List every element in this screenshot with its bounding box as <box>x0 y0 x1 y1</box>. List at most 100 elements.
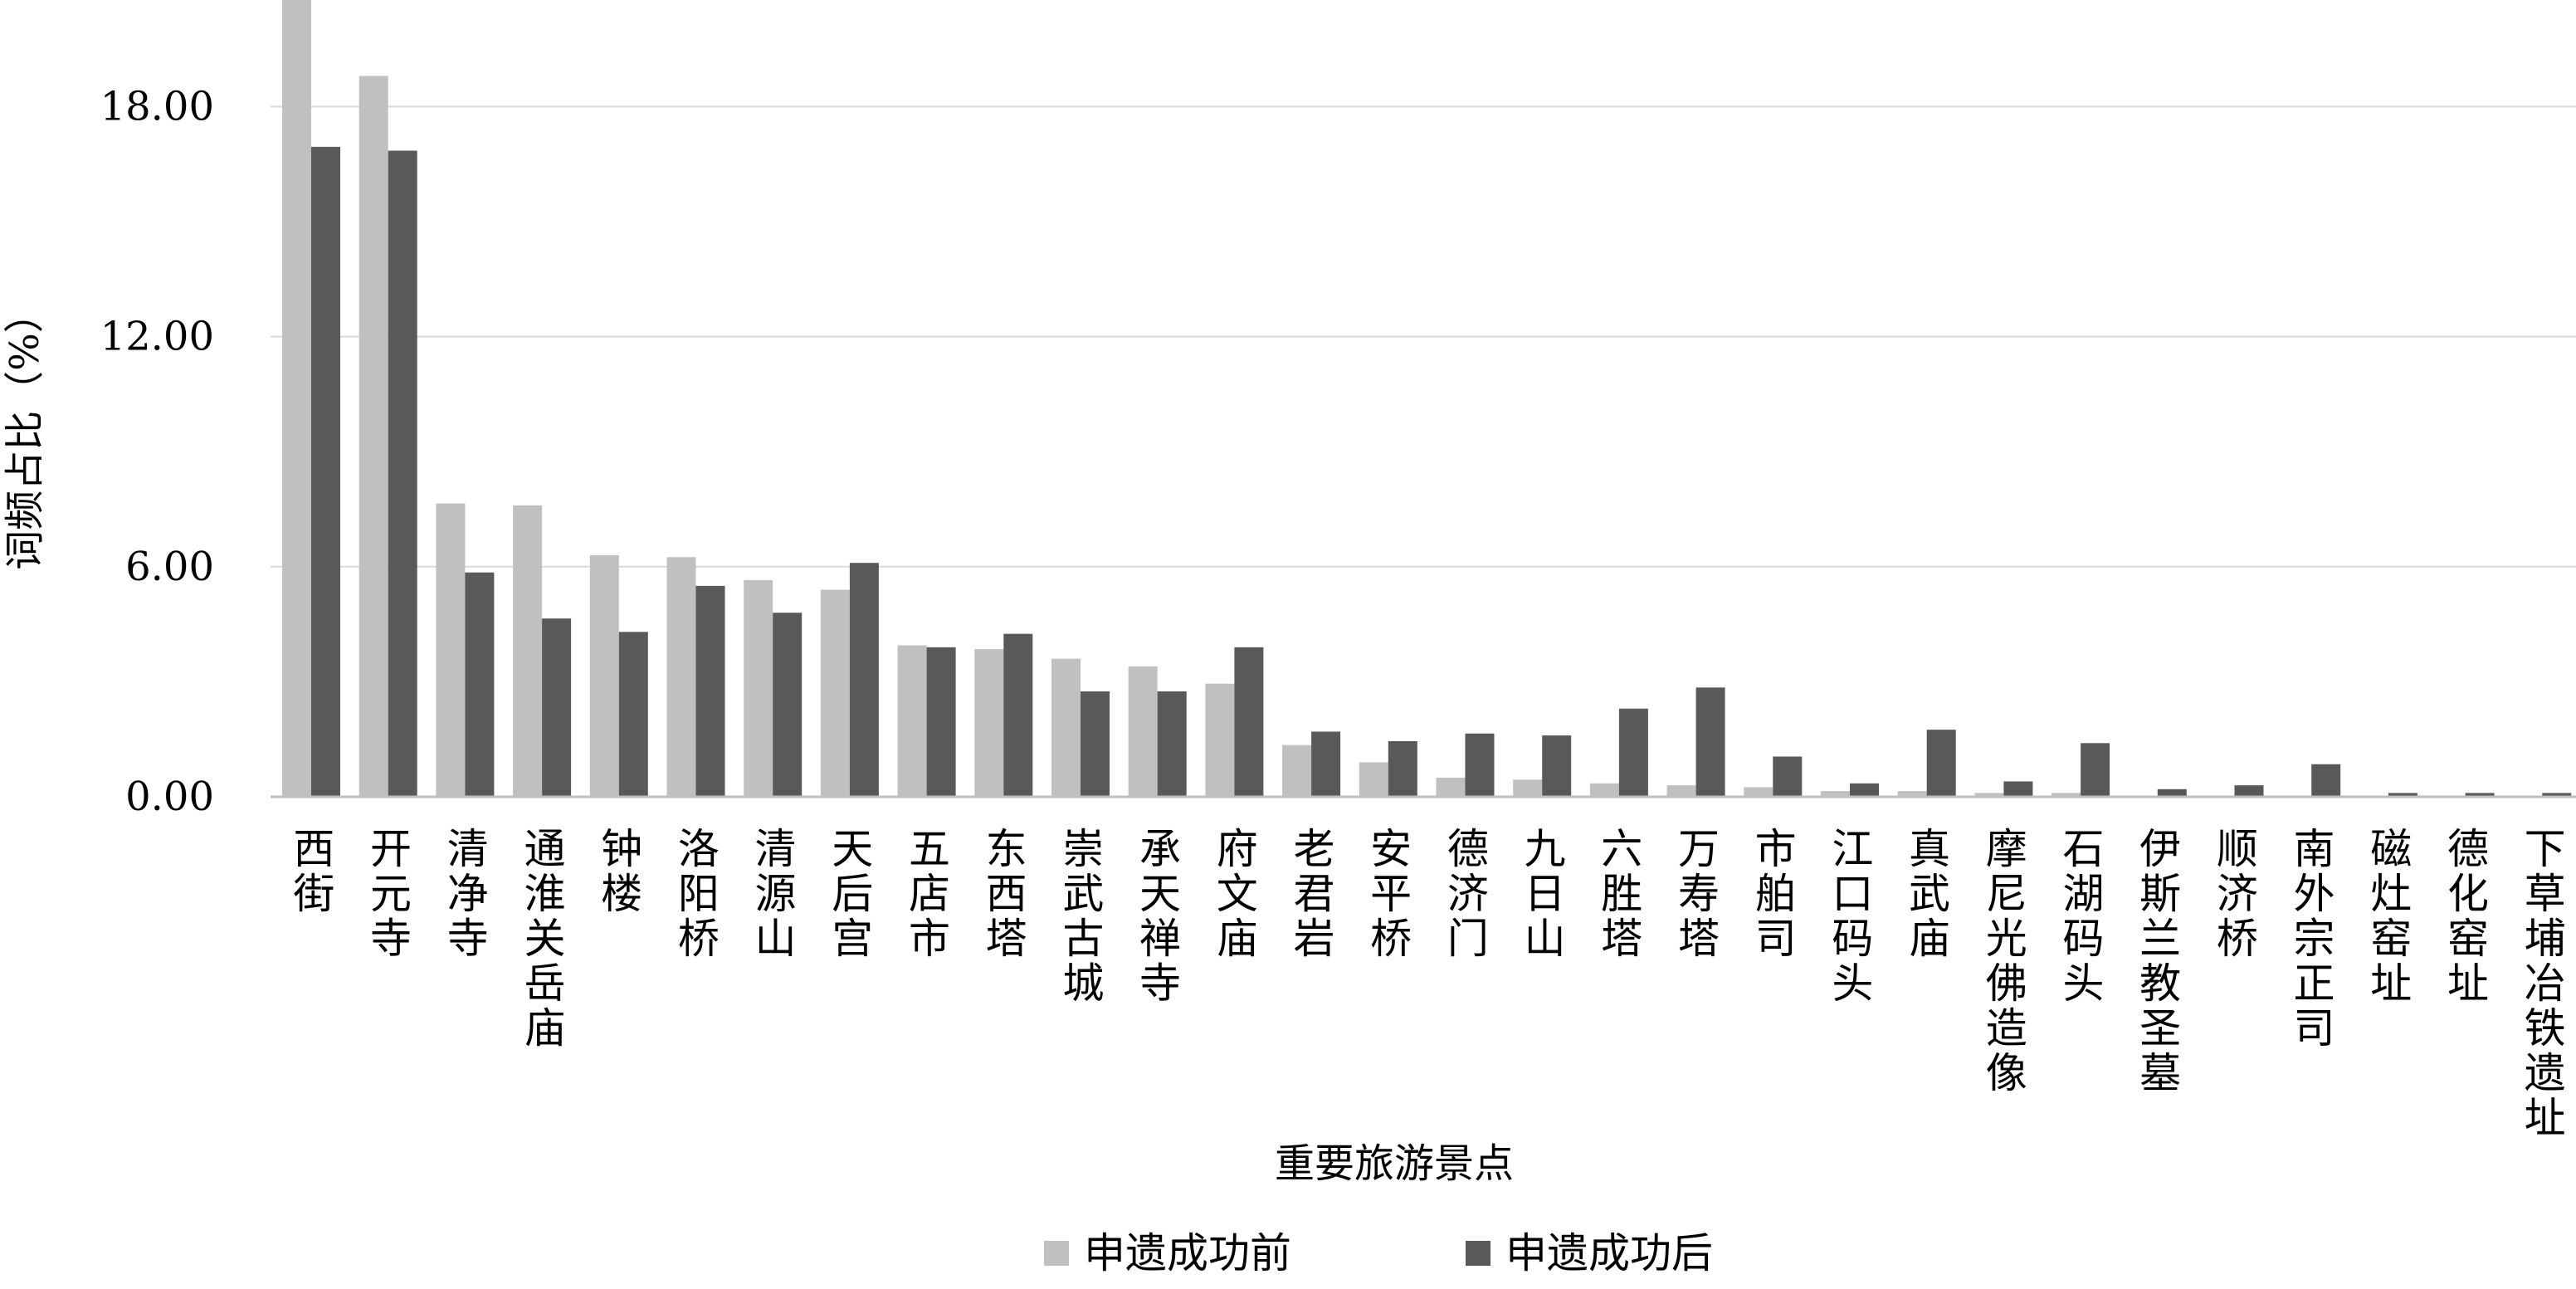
x-tick-label: 清净寺 <box>447 825 489 963</box>
bar-before <box>513 505 543 797</box>
bar-before <box>1589 783 1619 797</box>
bar-after <box>1773 756 1803 797</box>
bar-after <box>2465 793 2495 797</box>
x-tick-label: 南外宗正司 <box>2294 825 2335 1052</box>
x-tick-label: 安平桥 <box>1370 825 1412 963</box>
bar-before <box>1666 785 1696 797</box>
x-tick-label: 府文庙 <box>1217 825 1258 963</box>
gridlines <box>271 105 2576 568</box>
x-tick-label: 德化窑址 <box>2447 825 2489 1008</box>
bar-after <box>773 613 803 797</box>
x-tick-label: 摩尼光佛造像 <box>1986 825 2027 1097</box>
x-tick-label: 顺济桥 <box>2217 825 2258 963</box>
bar-after <box>2311 764 2341 797</box>
y-tick-label: 0.00 <box>125 774 214 820</box>
bar-after <box>1157 691 1187 797</box>
x-tick-label: 西街 <box>293 825 334 918</box>
bar-after <box>1695 687 1725 797</box>
bar-before <box>974 649 1004 797</box>
bar-before <box>1744 787 1773 797</box>
legend: 申遗成功前 申遗成功后 <box>1044 1229 1713 1277</box>
bar-after <box>1618 708 1648 797</box>
bar-before <box>436 503 466 797</box>
bar-before <box>359 76 388 797</box>
bar-after <box>2234 785 2264 797</box>
bar-after <box>926 647 956 797</box>
bar-after <box>1081 691 1110 797</box>
bar-before <box>1359 762 1388 797</box>
bar-before <box>1974 793 2004 797</box>
bar-before <box>1897 791 1927 797</box>
bar-before <box>666 557 696 797</box>
bars <box>282 0 2572 797</box>
legend-label-before: 申遗成功前 <box>1084 1229 1291 1277</box>
bar-after <box>2157 789 2187 797</box>
bar-before <box>897 645 927 797</box>
bar-after <box>2542 793 2572 797</box>
x-tick-label: 天后宫 <box>832 825 873 963</box>
x-tick-label: 六胜塔 <box>1601 825 1642 963</box>
bar-before <box>744 579 773 797</box>
x-tick-label: 磁灶窑址 <box>2370 825 2412 1008</box>
x-tick-label: 通淮关岳庙 <box>524 825 565 1052</box>
bar-after <box>849 563 879 797</box>
bar-after <box>1234 647 1264 797</box>
bar-before <box>282 0 311 797</box>
x-tick-label: 洛阳桥 <box>678 825 720 963</box>
x-tick-label: 真武庙 <box>1909 825 1950 963</box>
x-tick-label: 东西塔 <box>986 825 1027 963</box>
bar-after <box>618 632 648 797</box>
x-tick-label: 江口码头 <box>1832 825 1873 1008</box>
bar-after <box>1465 733 1495 797</box>
bar-before <box>1128 666 1158 797</box>
bar-after <box>1003 633 1033 797</box>
bar-before <box>1205 683 1235 797</box>
legend-swatch-before <box>1044 1241 1069 1266</box>
x-tick-label: 市舶司 <box>1755 825 1797 963</box>
x-tick-label: 九日山 <box>1525 825 1566 963</box>
legend-swatch-after <box>1466 1241 1490 1266</box>
bar-before <box>589 554 619 797</box>
x-tick-label: 伊斯兰教圣墓 <box>2139 825 2181 1097</box>
bar-after <box>311 146 340 797</box>
bar-after <box>1542 735 1572 797</box>
bar-after <box>2081 743 2110 797</box>
bar-before <box>1513 779 1543 797</box>
x-tick-label: 万寿塔 <box>1678 825 1720 963</box>
legend-label-after: 申遗成功后 <box>1505 1229 1713 1277</box>
x-tick-label: 德济门 <box>1447 825 1489 963</box>
bar-after <box>465 572 495 797</box>
x-tick-labels: 西街开元寺清净寺通淮关岳庙钟楼洛阳桥清源山天后宫五店市东西塔崇武古城承天禅寺府文… <box>293 825 2565 1142</box>
bar-before <box>1436 777 1466 797</box>
x-tick-label: 清源山 <box>755 825 797 963</box>
y-tick-label: 6.00 <box>125 544 214 590</box>
x-tick-label: 下草埔冶铁遗址 <box>2525 825 2566 1142</box>
bar-before <box>1051 658 1081 797</box>
x-tick-label: 钟楼 <box>601 825 642 918</box>
x-tick-label: 崇武古城 <box>1062 825 1104 1008</box>
bar-after <box>542 618 572 797</box>
y-axis-label: 词频占比（%） <box>2 293 48 570</box>
bar-before <box>1282 745 1312 797</box>
bar-after <box>388 150 417 797</box>
bar-after <box>1926 730 1956 797</box>
bar-after <box>1311 731 1341 797</box>
x-tick-label: 石湖码头 <box>2062 825 2104 1008</box>
x-tick-label: 五店市 <box>909 825 950 963</box>
x-axis-label: 重要旅游景点 <box>1275 1140 1514 1187</box>
bar-before <box>820 589 850 797</box>
bar-after <box>1388 741 1417 797</box>
bar-after <box>695 585 725 797</box>
bar-after <box>2003 781 2033 797</box>
bar-before <box>2052 793 2081 797</box>
x-tick-label: 承天禅寺 <box>1139 825 1181 1008</box>
y-tick-label: 18.00 <box>100 83 214 129</box>
x-tick-label: 开元寺 <box>370 825 412 963</box>
y-tick-labels: 0.00 6.00 12.00 18.00 <box>100 83 214 820</box>
bar-after <box>2388 793 2417 797</box>
x-tick-label: 老君岩 <box>1293 825 1334 963</box>
bar-after <box>1850 783 1879 797</box>
y-tick-label: 12.00 <box>100 314 214 360</box>
bar-before <box>1821 791 1850 797</box>
